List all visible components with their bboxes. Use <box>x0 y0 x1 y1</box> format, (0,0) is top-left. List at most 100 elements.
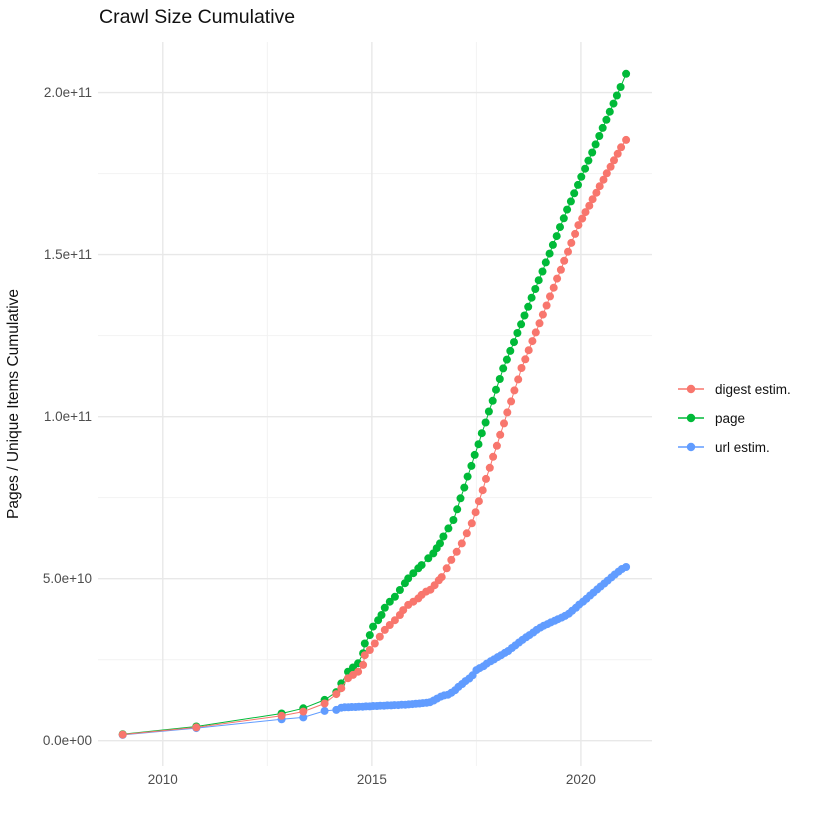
data-point-digest-estim- <box>556 265 565 274</box>
legend: digest estim. page url estim. <box>676 379 791 457</box>
data-point-digest-estim- <box>354 667 363 676</box>
data-point-digest-estim- <box>467 519 476 528</box>
data-point-digest-estim- <box>571 229 580 238</box>
data-point-digest-estim- <box>390 616 399 625</box>
data-point-page <box>424 554 433 563</box>
legend-key-icon <box>678 413 704 423</box>
y-tick-label: 0.0e+00 <box>43 733 92 748</box>
data-point-page <box>488 396 497 405</box>
data-point-digest-estim- <box>299 707 308 716</box>
legend-label: url estim. <box>715 439 770 455</box>
data-point-digest-estim- <box>507 397 516 406</box>
data-point-page <box>622 69 631 78</box>
data-point-digest-estim- <box>538 310 547 319</box>
data-point-digest-estim- <box>462 529 471 538</box>
data-point-digest-estim- <box>606 162 615 171</box>
data-point-page <box>385 597 394 606</box>
data-point-page <box>474 440 483 449</box>
data-point-digest-estim- <box>549 283 558 292</box>
data-point-digest-estim- <box>560 256 569 265</box>
data-point-page <box>595 132 604 140</box>
data-point-page <box>456 494 465 503</box>
data-point-digest-estim- <box>482 474 490 483</box>
data-point-page <box>377 611 386 619</box>
data-point-page <box>463 472 472 481</box>
data-point-digest-estim- <box>510 386 519 395</box>
data-point-page <box>484 407 493 416</box>
data-point-page <box>524 302 533 311</box>
data-point-digest-estim- <box>359 660 368 669</box>
data-point-page <box>581 164 590 173</box>
data-point-page <box>563 205 572 214</box>
data-point-page <box>591 140 600 149</box>
data-point-page <box>404 574 413 583</box>
data-point-digest-estim- <box>192 723 201 732</box>
x-tick-label: 2015 <box>357 772 387 787</box>
data-point-digest-estim- <box>452 547 461 556</box>
data-point-page <box>531 285 540 293</box>
data-point-digest-estim- <box>375 632 384 641</box>
data-point-page <box>449 516 458 524</box>
data-point-digest-estim- <box>535 319 544 328</box>
data-point-page <box>495 375 504 383</box>
data-point-digest-estim- <box>546 292 554 301</box>
data-point-page <box>467 461 476 470</box>
data-point-digest-estim- <box>578 214 587 223</box>
data-point-page <box>510 338 518 347</box>
data-point-digest-estim- <box>442 564 451 573</box>
data-point-digest-estim- <box>485 463 494 472</box>
data-point-digest-estim- <box>588 195 597 204</box>
data-point-digest-estim- <box>528 337 537 346</box>
data-point-digest-estim- <box>380 625 389 634</box>
legend-item-digest-estim-: digest estim. <box>676 379 791 399</box>
legend-key-dot <box>686 442 696 452</box>
legend-key-icon <box>678 442 704 452</box>
data-point-page <box>520 311 529 320</box>
data-point-digest-estim- <box>524 346 533 355</box>
data-point-digest-estim- <box>399 606 408 615</box>
data-point-digest-estim- <box>503 408 512 417</box>
data-point-digest-estim- <box>447 555 456 564</box>
data-point-page <box>369 622 378 631</box>
data-point-digest-estim- <box>370 639 379 648</box>
data-point-page <box>598 123 607 132</box>
data-point-digest-estim- <box>581 208 590 217</box>
data-point-digest-estim- <box>492 441 501 450</box>
data-point-page <box>380 603 389 612</box>
data-point-page <box>609 99 618 108</box>
data-point-page <box>365 631 374 640</box>
data-point-digest-estim- <box>542 301 551 310</box>
data-point-digest-estim- <box>592 188 601 197</box>
data-point-page <box>453 505 462 514</box>
data-point-digest-estim- <box>500 419 508 428</box>
data-point-digest-estim- <box>489 452 498 461</box>
data-point-digest-estim- <box>610 156 618 165</box>
data-point-digest-estim- <box>496 430 505 439</box>
data-point-page <box>470 450 479 459</box>
y-tick-label: 2.0e+11 <box>44 85 92 100</box>
data-point-digest-estim- <box>574 221 583 230</box>
data-point-digest-estim- <box>332 690 341 699</box>
data-point-page <box>409 569 418 578</box>
data-point-digest-estim- <box>437 573 446 582</box>
data-point-digest-estim- <box>564 247 572 256</box>
data-point-page <box>616 83 625 91</box>
data-point-digest-estim- <box>613 149 622 158</box>
data-point-digest-estim- <box>595 182 604 191</box>
data-point-digest-estim- <box>553 274 562 283</box>
data-point-page <box>541 258 550 267</box>
data-point-page <box>605 107 614 116</box>
data-point-page <box>517 320 526 329</box>
data-point-page <box>548 240 557 249</box>
data-point-page <box>436 539 444 548</box>
data-point-page <box>559 214 568 223</box>
data-point-digest-estim- <box>478 486 487 495</box>
chart-title: Crawl Size Cumulative <box>99 6 296 28</box>
data-point-page <box>492 385 500 394</box>
legend-item-page: page <box>676 408 791 428</box>
data-point-page <box>506 346 515 355</box>
data-point-page <box>477 429 486 438</box>
data-point-page <box>460 483 469 492</box>
